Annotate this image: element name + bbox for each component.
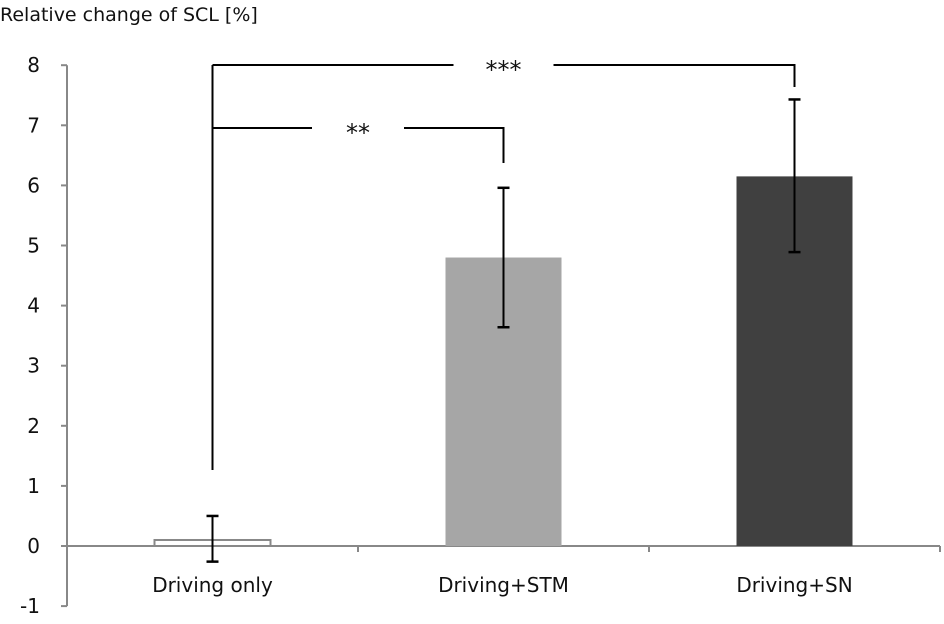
y-tick-label: 4 [27, 294, 40, 318]
significance-bracket [212, 64, 796, 87]
y-tick-label: 6 [27, 173, 40, 197]
y-tick-label: 5 [27, 234, 40, 258]
significance-label: ** [346, 119, 370, 147]
y-tick-label: 3 [27, 354, 40, 378]
y-tick-label: 7 [27, 113, 40, 137]
x-tick-label: Driving+STM [438, 573, 569, 597]
y-tick-label: 2 [27, 414, 40, 438]
significance-bracket [212, 127, 505, 163]
x-tick-label: Driving+SN [736, 573, 852, 597]
y-tick-label: -1 [20, 594, 40, 618]
significance-label: *** [486, 56, 522, 84]
x-tick-label: Driving only [152, 573, 273, 597]
y-axis-label: Relative change of SCL [%] [0, 4, 258, 26]
y-tick-label: 0 [27, 534, 40, 558]
y-tick-label: 1 [27, 474, 40, 498]
y-tick-label: 8 [27, 53, 40, 77]
